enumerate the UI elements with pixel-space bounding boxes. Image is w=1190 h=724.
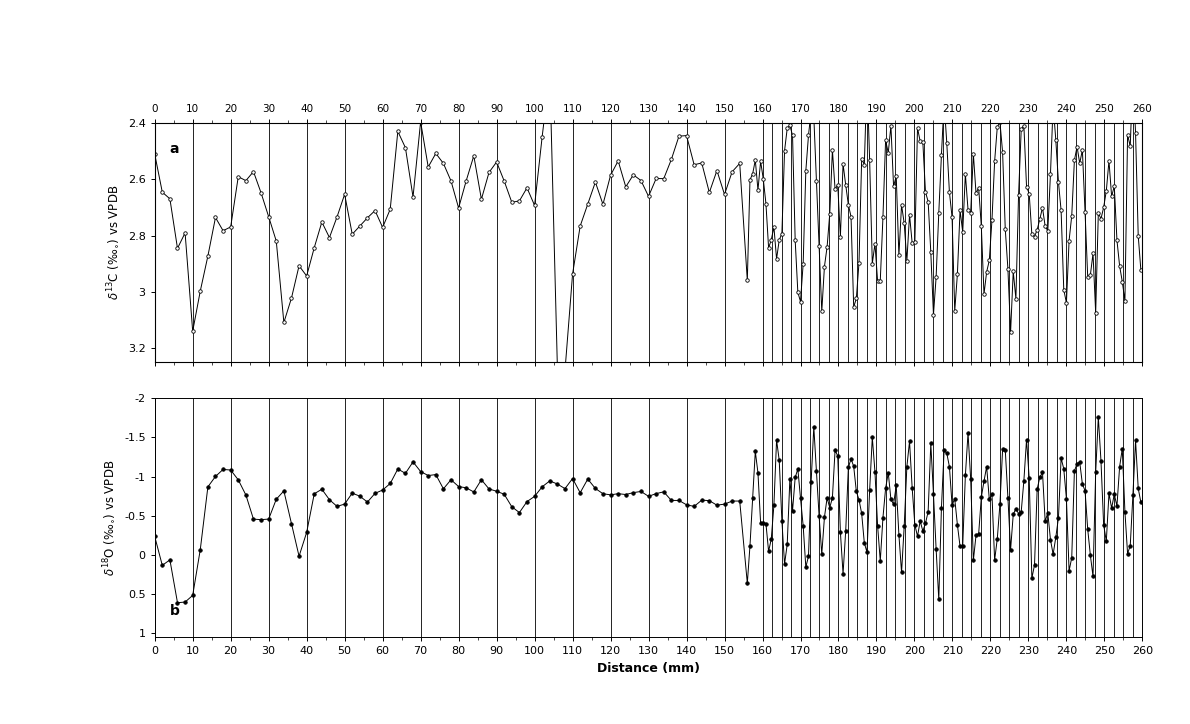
Y-axis label: $\delta^{13}$C (‰$_{\circ}$) vs VPDB: $\delta^{13}$C (‰$_{\circ}$) vs VPDB: [106, 185, 123, 300]
X-axis label: Distance (mm): Distance (mm): [597, 662, 700, 675]
Y-axis label: $\delta^{18}$O (‰$_{\circ}$) vs VPDB: $\delta^{18}$O (‰$_{\circ}$) vs VPDB: [102, 460, 119, 576]
Text: b: b: [169, 604, 180, 618]
Text: a: a: [169, 142, 178, 156]
